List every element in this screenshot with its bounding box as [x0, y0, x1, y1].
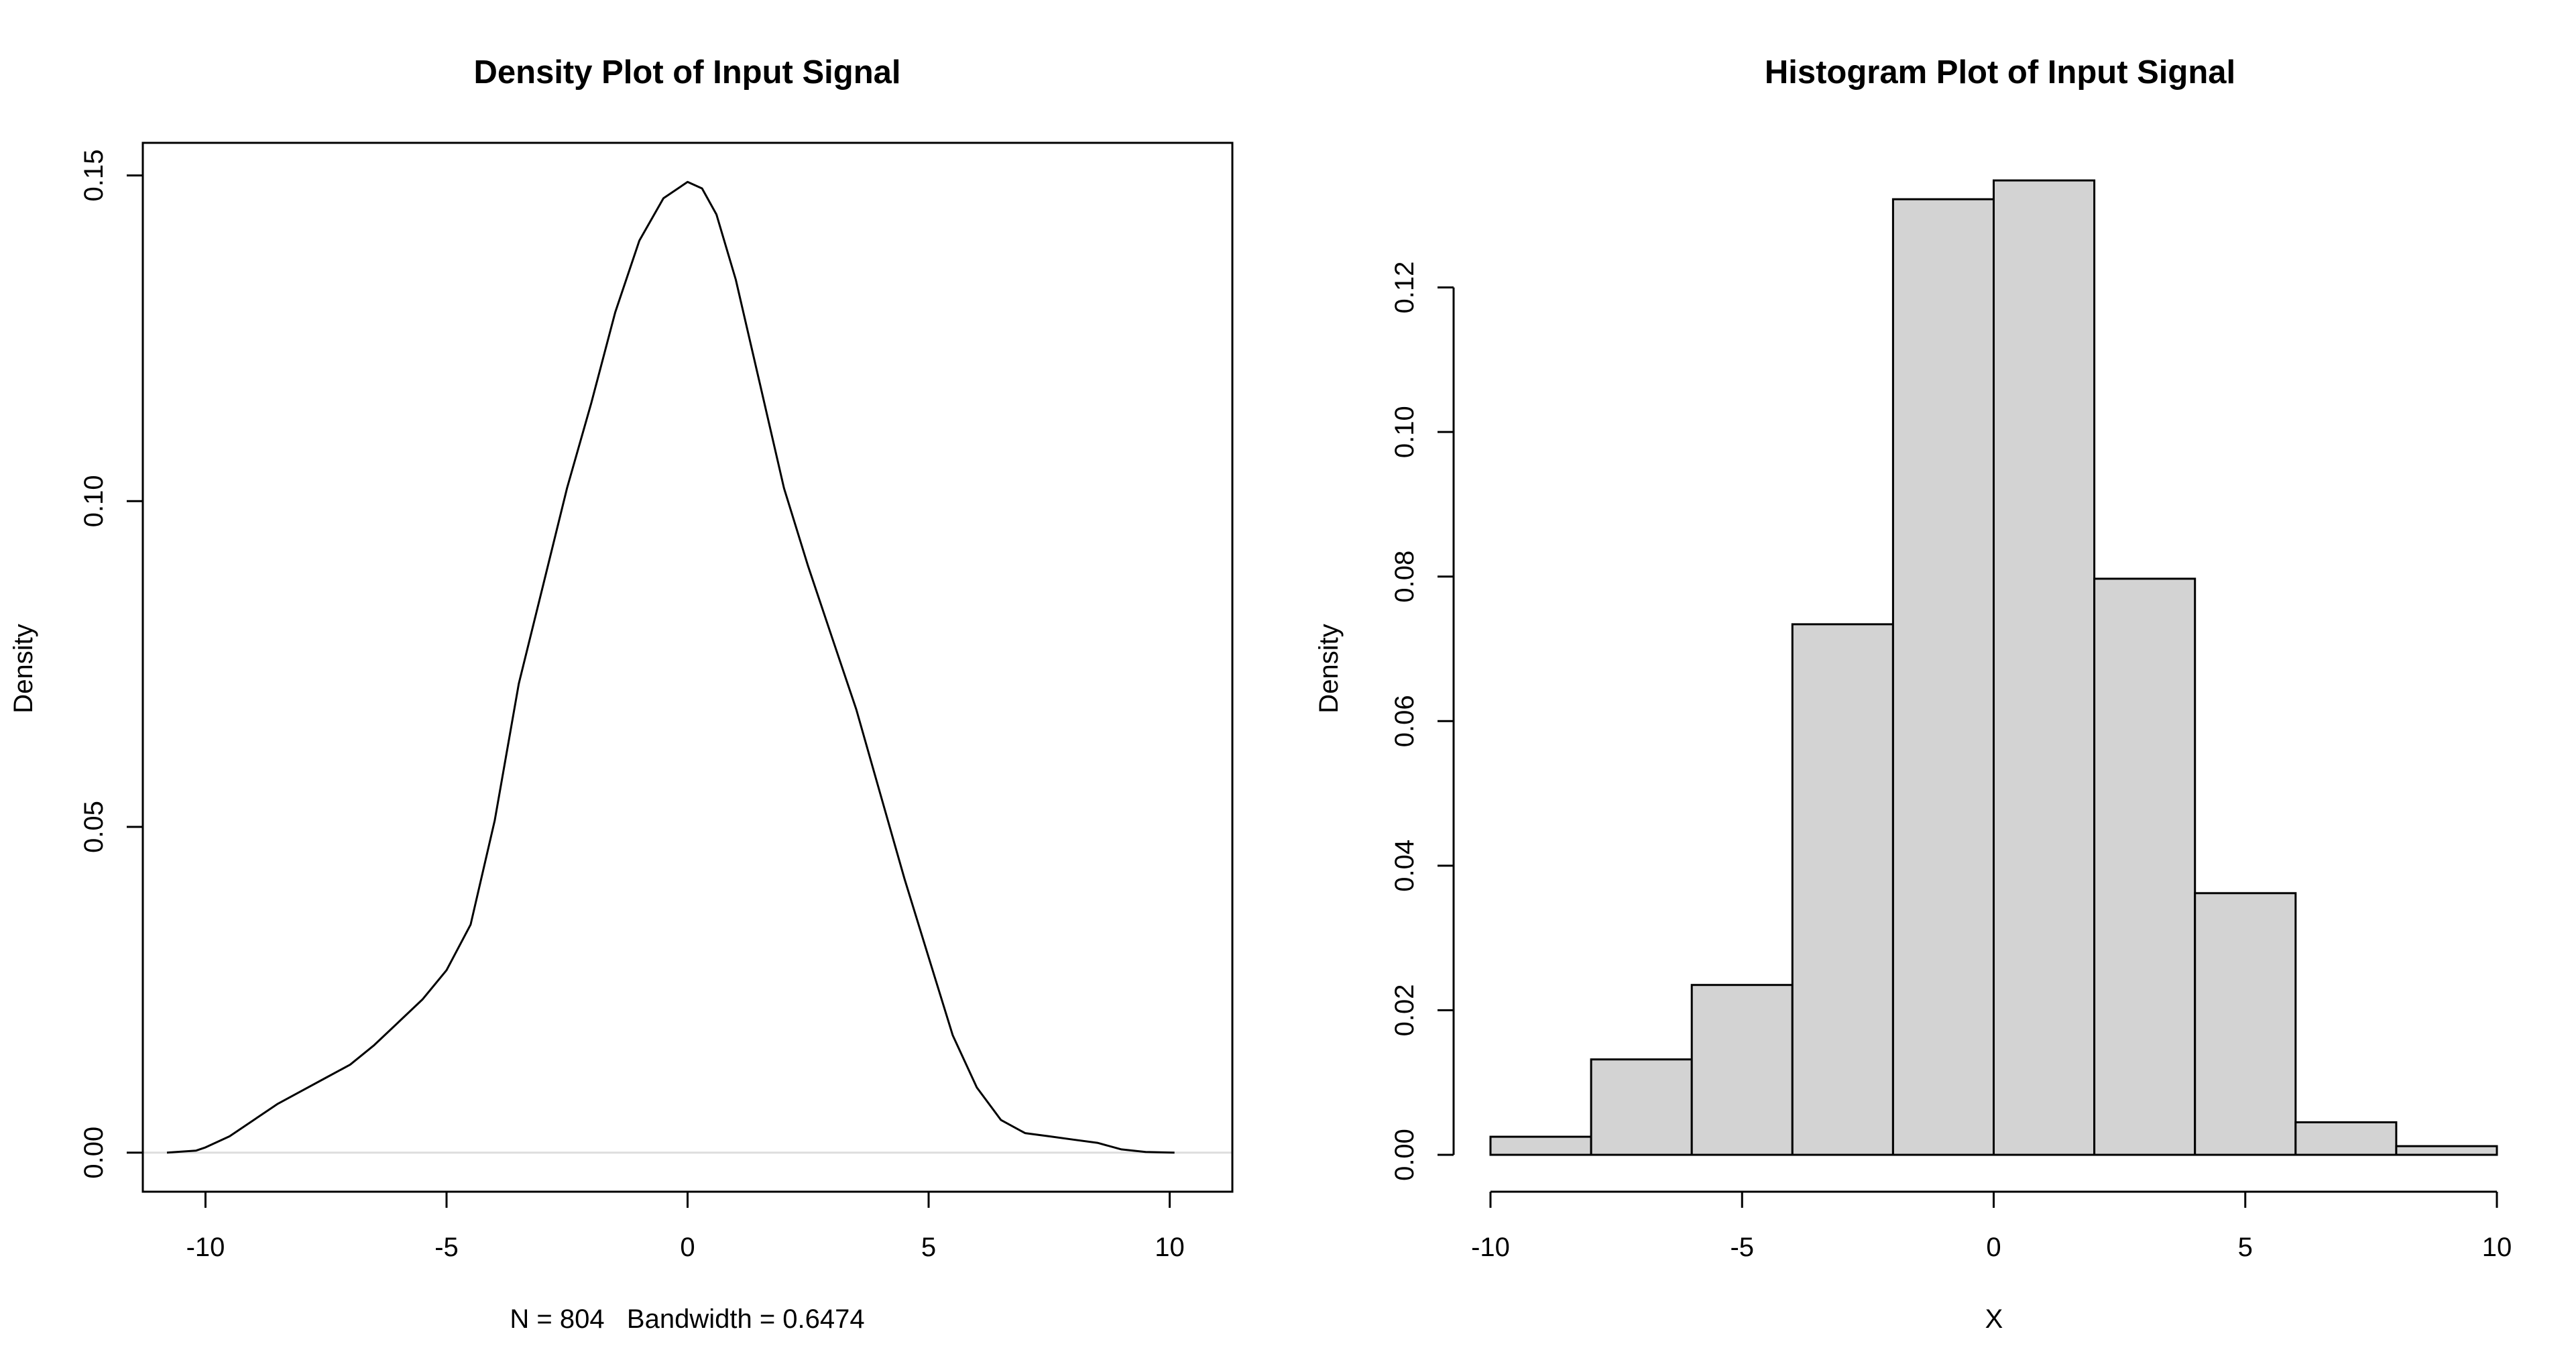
histogram-plot-marks: -10 -5 0 5 10 0.00 0.02 0.04 0.06 0.08 0.10 0.12	[1390, 179, 2512, 1262]
histogram-y-tick-label: 0.02	[1390, 984, 1419, 1036]
density-plot-panel: Density Plot of Input Signal Density N =…	[9, 54, 1234, 1334]
histogram-x-tick-label: -10	[1471, 1233, 1510, 1262]
density-plot-marks: -10 -5 0 5 10 0.00 0.05 0.10 0.15	[79, 142, 1234, 1262]
histogram-bar	[1791, 623, 1894, 1156]
density-y-tick-label: 0.15	[79, 150, 109, 202]
histogram-y-tick-label: 0.04	[1390, 840, 1419, 892]
histogram-bar	[1489, 1135, 1592, 1156]
density-plot-y-axis-label: Density	[9, 624, 38, 713]
histogram-bar	[2294, 1121, 2398, 1156]
density-plot-title: Density Plot of Input Signal	[474, 54, 901, 91]
density-x-tick-label: -5	[434, 1233, 459, 1262]
histogram-plot-x-axis-label: X	[1985, 1304, 2003, 1334]
density-y-tick-label: 0.10	[79, 475, 109, 527]
histogram-bar	[1993, 179, 2096, 1156]
density-x-tick-label: -10	[186, 1233, 225, 1262]
histogram-bar	[2194, 892, 2297, 1156]
histogram-bar	[2395, 1145, 2498, 1156]
histogram-bar	[2093, 577, 2197, 1156]
density-plot-x-axis-label: N = 804 Bandwidth = 0.6474	[510, 1304, 864, 1334]
density-x-tick-label: 0	[680, 1233, 695, 1262]
histogram-y-tick-label: 0.00	[1390, 1129, 1419, 1181]
histogram-bar	[1590, 1058, 1693, 1156]
density-y-tick-label: 0.00	[79, 1127, 109, 1179]
histogram-bar	[1891, 198, 1995, 1156]
density-x-tick-label: 10	[1155, 1233, 1185, 1262]
histogram-y-tick-label: 0.08	[1390, 551, 1419, 603]
histogram-y-tick-label: 0.10	[1390, 406, 1419, 458]
histogram-y-tick-label: 0.12	[1390, 262, 1419, 314]
histogram-y-tick-label: 0.06	[1390, 695, 1419, 747]
histogram-plot-y-axis-label: Density	[1314, 624, 1344, 713]
density-x-tick-label: 5	[921, 1233, 936, 1262]
density-y-tick-label: 0.05	[79, 801, 109, 853]
histogram-x-tick-label: -5	[1730, 1233, 1754, 1262]
density-curve	[166, 180, 1175, 1154]
histogram-x-tick-label: 0	[1986, 1233, 2001, 1262]
histogram-x-tick-label: 10	[2482, 1233, 2512, 1262]
histogram-x-tick-label: 5	[2238, 1233, 2253, 1262]
histogram-plot-panel: Histogram Plot of Input Signal Density X…	[1314, 54, 2512, 1334]
histogram-bar	[1690, 984, 1794, 1156]
histogram-plot-title: Histogram Plot of Input Signal	[1765, 54, 2235, 91]
